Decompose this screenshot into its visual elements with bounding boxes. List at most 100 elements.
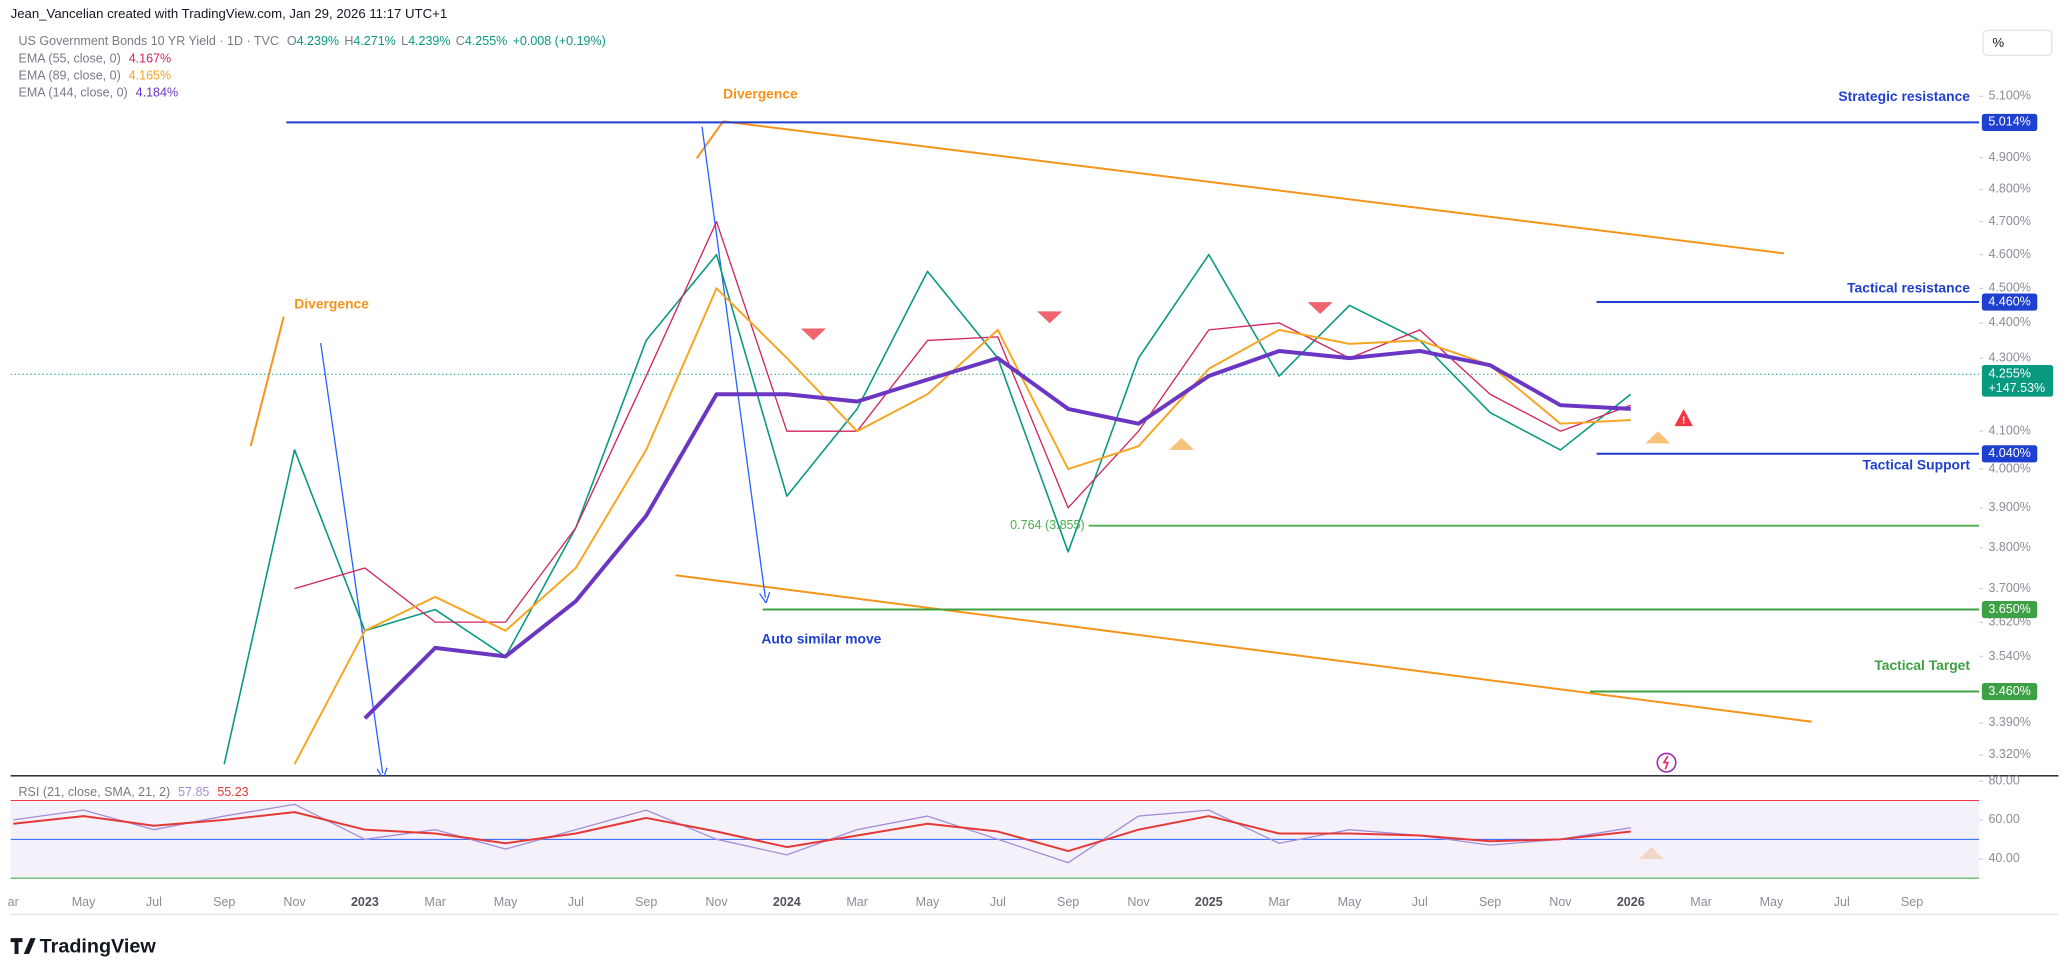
y-tick-label: 4.400% <box>1988 315 2030 329</box>
arrow <box>320 342 383 773</box>
y-tick-label: 4.000% <box>1988 461 2030 475</box>
x-tick-label: Nov <box>1127 895 1150 909</box>
last-price-change: +147.53% <box>1988 381 2045 395</box>
x-tick-label: Nov <box>283 895 306 909</box>
level-text: Tactical Target <box>1874 657 1970 673</box>
series-line <box>13 811 1631 853</box>
x-tick-label: May <box>1338 895 1362 909</box>
rsi-pane <box>10 799 1980 879</box>
y-tick-label: 3.800% <box>1988 540 2030 554</box>
x-tick-label: Sep <box>1901 895 1923 909</box>
symbol: US Government Bonds 10 YR Yield · 1D · T… <box>19 35 279 49</box>
price-line <box>223 253 1632 765</box>
x-tick-label: Sep <box>1057 895 1079 909</box>
x-tick-label: May <box>916 895 940 909</box>
y-tick-label: 5.100% <box>1988 89 2030 103</box>
x-tick-label: Jul <box>146 895 162 909</box>
price-badge-label: 3.650% <box>1988 602 2030 616</box>
x-tick-label: Jul <box>990 895 1006 909</box>
x-tick-label: May <box>1760 895 1784 909</box>
ohlc-key: L <box>401 35 408 49</box>
legend-value: 4.165% <box>129 69 171 83</box>
y-tick-label: 3.320% <box>1988 747 2030 761</box>
scale-button-label[interactable]: % <box>1992 35 2004 50</box>
ohlc-value: 4.239% <box>297 35 339 49</box>
x-tick-label: Sep <box>1479 895 1501 909</box>
rsi-value: 57.85 <box>178 785 209 799</box>
legend-entry: EMA (89, close, 0) 4.165% <box>19 69 172 83</box>
signal-up <box>1169 431 1671 450</box>
x-tick-label: May <box>72 895 96 909</box>
annotation: Divergence <box>294 295 369 311</box>
y-tick-label: 60.00 <box>1988 812 2019 826</box>
warning-icon <box>1674 409 1693 427</box>
price-badge <box>1981 445 2038 463</box>
price-badge <box>1981 113 2038 131</box>
price-badge-label: 4.460% <box>1988 294 2030 308</box>
ohlc-value: 4.239% <box>408 35 450 49</box>
y-tick-label: 4.800% <box>1988 182 2030 196</box>
series-line <box>294 221 1631 623</box>
annotation: Auto similar move <box>761 631 881 647</box>
last-price-label: 4.255% <box>1988 367 2030 381</box>
series-line <box>293 287 1631 765</box>
series-line <box>363 348 1631 720</box>
channel-lower <box>675 574 1812 723</box>
brand: TradingView <box>10 936 157 958</box>
legend-symbol: US Government Bonds 10 YR Yield · 1D · T… <box>19 35 606 49</box>
legend-entry: EMA (55, close, 0) 4.167% <box>19 52 172 66</box>
y-tick-label: 3.390% <box>1988 715 2030 729</box>
rsi-value: 55.23 <box>217 785 248 799</box>
y-tick-label: 4.300% <box>1988 350 2030 364</box>
y-tick-label: 3.900% <box>1988 500 2030 514</box>
y-tick-label: 4.100% <box>1988 423 2030 437</box>
y-tick-label: 80.00 <box>1988 773 2019 787</box>
channel-upper <box>722 120 1785 255</box>
level-text: Strategic resistance <box>1838 88 1970 104</box>
ohlc-value: 4.271% <box>353 35 395 49</box>
x-tick-label: Jul <box>568 895 584 909</box>
y-tick-label: 4.500% <box>1988 281 2030 295</box>
rsi-legend: RSI (21, close, SMA, 21, 2) 57.85 55.23 <box>19 785 249 799</box>
x-tick-label: ar <box>8 895 19 909</box>
y-tick-label: 3.700% <box>1988 581 2030 595</box>
brand-name: TradingView <box>40 936 157 958</box>
y-tick-label: 4.600% <box>1988 247 2030 261</box>
scale-button[interactable] <box>1982 29 2053 57</box>
x-tick-label: Nov <box>1549 895 1572 909</box>
annotation: Divergence <box>723 86 798 102</box>
x-tick-label: Jul <box>1412 895 1428 909</box>
legend-value: 4.184% <box>136 86 178 100</box>
y-tick-label: 40.00 <box>1988 851 2019 865</box>
y-tick-label: 3.540% <box>1988 649 2030 663</box>
x-tick-label: 2023 <box>351 895 379 909</box>
arrow <box>701 126 765 598</box>
price-badge <box>1981 600 2038 619</box>
x-tick-label: Mar <box>1690 895 1712 909</box>
ohlc-key: C <box>456 35 465 49</box>
change: +0.008 (+0.19%) <box>513 35 606 49</box>
price-badge <box>1981 293 2038 311</box>
legend-name: EMA (89, close, 0) <box>19 69 121 83</box>
price-badge-label: 4.040% <box>1988 446 2030 460</box>
x-tick-label: Mar <box>846 895 868 909</box>
price-pane <box>10 121 1980 765</box>
x-tick-label: Mar <box>1268 895 1290 909</box>
price-badge <box>1981 682 2038 701</box>
x-tick-label: Sep <box>213 895 235 909</box>
x-tick-label: Mar <box>424 895 446 909</box>
event-icon[interactable] <box>1656 752 1677 773</box>
y-tick-label: 4.900% <box>1988 150 2030 164</box>
legend-name: EMA (144, close, 0) <box>19 86 128 100</box>
x-tick-label: Nov <box>705 895 728 909</box>
divergence-line <box>695 120 724 159</box>
ohlc-key: H <box>344 35 353 49</box>
last-price-badge <box>1981 364 2054 397</box>
x-tick-label: May <box>494 895 518 909</box>
divergence-line <box>249 316 285 447</box>
warning-mark: ! <box>1682 415 1686 427</box>
level-text: Tactical resistance <box>1847 280 1970 296</box>
legend-name: EMA (55, close, 0) <box>19 52 121 66</box>
